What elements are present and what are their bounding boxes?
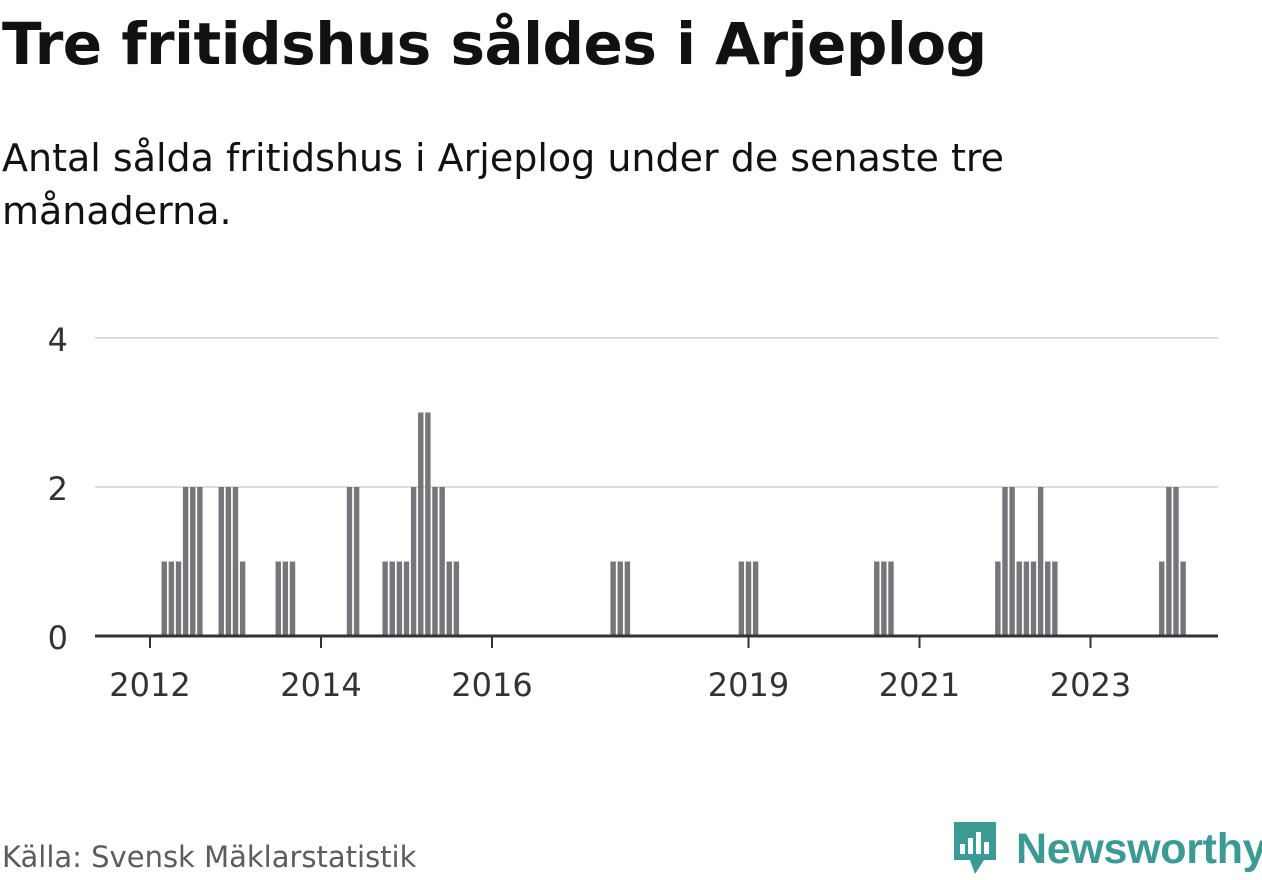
bar <box>418 412 424 636</box>
bar <box>353 487 360 636</box>
bar <box>190 487 196 636</box>
bar <box>232 487 239 636</box>
chart-gridlines <box>95 337 1218 488</box>
x-tick-label: 2012 <box>109 666 190 704</box>
bar <box>282 561 289 636</box>
bar <box>239 561 246 636</box>
bar <box>624 561 631 636</box>
source-note: Källa: Svensk Mäklarstatistik <box>2 840 417 874</box>
bar <box>745 561 752 636</box>
bar <box>225 487 232 636</box>
y-tick-label: 4 <box>48 321 68 359</box>
bar <box>168 561 175 636</box>
bar <box>410 487 417 636</box>
x-tick-label: 2019 <box>708 666 789 704</box>
bar <box>1009 487 1015 636</box>
x-tick-label: 2016 <box>451 666 532 704</box>
bar <box>396 561 403 636</box>
bar <box>1173 487 1179 636</box>
bar <box>389 561 395 636</box>
bar <box>425 412 431 636</box>
bar <box>403 561 410 636</box>
bar <box>1045 561 1051 636</box>
bar <box>738 561 745 636</box>
x-tick-label: 2023 <box>1050 666 1131 704</box>
chart-bars <box>161 412 1186 636</box>
chart-subtitle: Antal sålda fritidshus i Arjeplog under … <box>2 136 1005 233</box>
brand-name: Newsworthy <box>1016 824 1262 873</box>
bar <box>1016 561 1022 636</box>
chart-axes: 0243201220142016201920212023 <box>48 321 1218 704</box>
bar <box>888 561 894 636</box>
bar <box>446 561 452 636</box>
chart-title: Tre fritidshus såldes i Arjeplog <box>2 10 987 78</box>
bar <box>1180 561 1186 636</box>
bar <box>382 561 388 636</box>
bar <box>1002 487 1008 636</box>
bar <box>346 487 353 636</box>
bar <box>1159 561 1165 636</box>
bar <box>289 561 296 636</box>
bar <box>182 487 189 636</box>
bar <box>439 487 445 636</box>
bar <box>161 561 167 636</box>
bar <box>453 561 460 636</box>
bar <box>1037 487 1044 636</box>
bar <box>1030 561 1037 636</box>
bar <box>432 487 438 636</box>
bar <box>610 561 616 636</box>
bar <box>218 487 224 636</box>
x-tick-label: 2021 <box>879 666 960 704</box>
newsworthy-bar-chart-logo-icon <box>954 822 996 874</box>
bar <box>1052 561 1058 636</box>
brand-logo[interactable]: Newsworthy <box>950 818 1262 880</box>
y-tick-label: 0 <box>48 619 68 657</box>
bar <box>175 561 182 636</box>
bar <box>752 561 759 636</box>
bar <box>874 561 880 636</box>
bar <box>1166 487 1172 636</box>
bar <box>881 561 887 636</box>
bar <box>617 561 623 636</box>
y-tick-label: 2 <box>48 470 68 508</box>
bar <box>275 561 281 636</box>
bar <box>1023 561 1030 636</box>
bar <box>197 487 203 636</box>
x-tick-label: 2014 <box>280 666 361 704</box>
bar <box>995 561 1001 636</box>
